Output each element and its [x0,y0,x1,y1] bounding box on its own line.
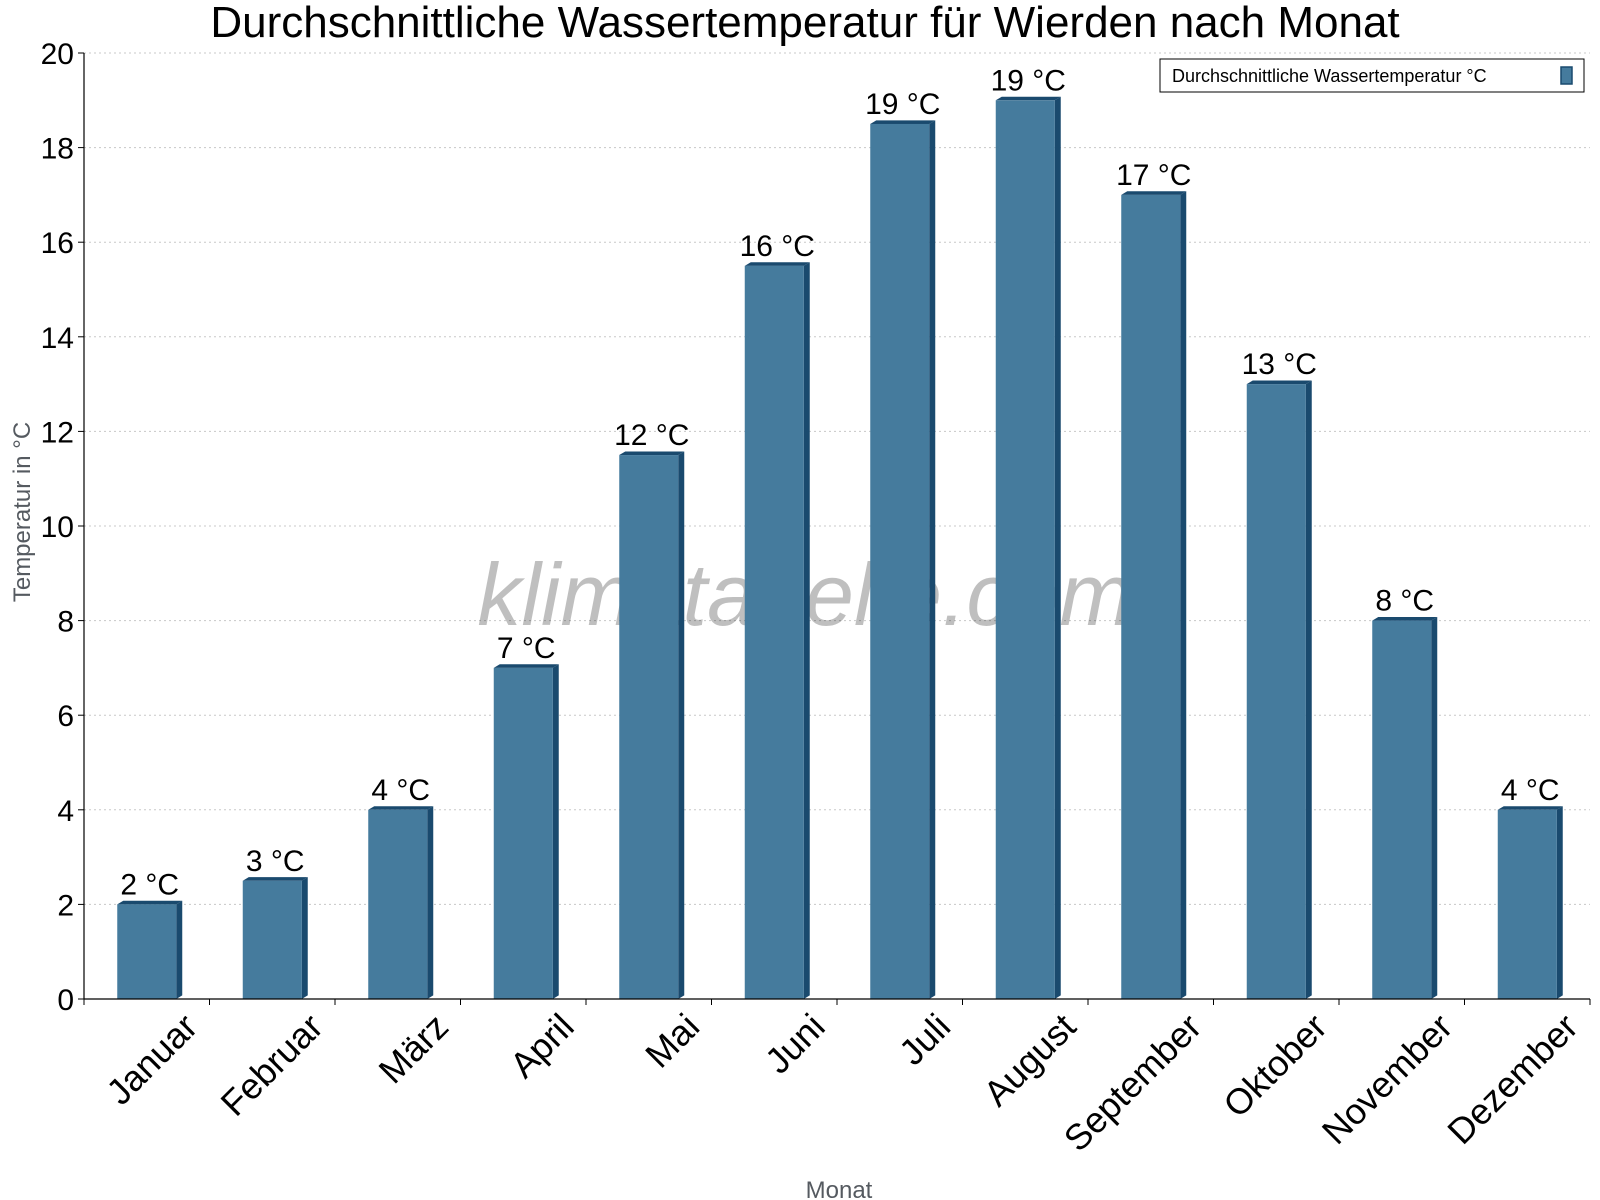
bar-top [1497,806,1563,810]
bar-side [301,877,308,999]
bar-side [1054,96,1061,999]
bar-front [619,455,679,999]
x-tick-label: April [502,1006,582,1086]
bar-januar [117,900,183,999]
y-tick-label: 18 [41,133,74,166]
bar-top [1246,380,1312,385]
data-labels: 2 °C 3 °C 4 °C 7 °C 12 °C 16 °C 19 °C 19 °C 17 °… [120,64,1559,901]
bar-side [552,664,559,999]
x-tick-label: August [975,1006,1083,1114]
bar-side [1431,617,1438,999]
data-label: 2 °C [120,868,179,901]
bar-mai [619,451,685,999]
x-tick-label: Dezember [1439,1006,1585,1152]
y-tick-label: 14 [41,322,74,355]
bar-front [1497,809,1557,999]
y-tick-label: 0 [57,984,74,1017]
data-label: 12 °C [614,419,689,452]
bar-side [1180,191,1187,1000]
bar-februar [242,877,308,999]
bar-front [995,100,1055,1000]
bar-top [744,262,810,266]
bar-front [242,880,302,999]
data-label: 8 °C [1375,585,1434,618]
bar-juli [870,120,936,1000]
y-tick-label: 20 [41,38,74,71]
bar-top [242,877,308,881]
bar-top [117,900,183,905]
bar-oktober [1246,380,1312,1000]
bar-top [619,451,685,456]
chart-title: Durchschnittliche Wassertemperatur für W… [210,0,1399,47]
x-tick-label: November [1314,1006,1460,1152]
data-label: 19 °C [865,88,940,121]
bar-side [427,806,434,999]
bar-front [1121,194,1181,999]
y-tick-label: 6 [57,700,74,733]
bar-front [368,809,428,999]
y-tick-label: 16 [41,227,74,260]
bar-september [1121,191,1187,1000]
x-tick-label: März [371,1006,457,1092]
bar-side [1305,380,1312,999]
bar-front [870,123,930,999]
x-tick-label: Juni [757,1006,833,1082]
bar-april [493,664,559,999]
y-axis-title: Temperatur in °C [9,422,36,602]
bar-juni [744,262,810,1000]
bar-side [678,451,685,999]
x-tick-label: Mai [637,1006,707,1076]
bar-front [1246,384,1306,1000]
bar-series [117,96,1563,1000]
bar-front [493,667,553,999]
bar-top [1121,191,1187,195]
x-tick-label: Juli [891,1006,958,1073]
x-tick-label: Februar [213,1006,331,1124]
data-label: 4 °C [371,774,430,807]
bar-märz [368,806,434,999]
bar-august [995,96,1061,1000]
grid-lines [84,52,1590,905]
y-tick-label: 4 [57,795,74,828]
bar-top [368,806,434,810]
bar-front [117,904,177,999]
data-label: 3 °C [246,845,305,878]
y-tick-label: 8 [57,606,74,639]
data-label: 4 °C [1501,774,1560,807]
legend-label: Durchschnittliche Wassertemperatur °C [1172,66,1487,86]
bar-november [1372,617,1438,999]
bar-front [1372,620,1432,999]
data-label: 17 °C [1116,159,1191,192]
bar-top [870,120,936,124]
bar-top [1372,617,1438,621]
bar-dezember [1497,806,1563,999]
data-label: 7 °C [497,632,556,665]
x-tick-label: Januar [98,1006,205,1113]
x-tick-label: September [1056,1006,1210,1160]
data-label: 19 °C [991,64,1066,97]
x-tick-label: Oktober [1215,1006,1335,1126]
legend: Durchschnittliche Wassertemperatur °C [1159,58,1585,93]
y-tick-label: 2 [57,889,74,922]
y-tick-label: 12 [41,416,74,449]
bar-front [744,265,804,1000]
bar-side [803,262,810,999]
bar-side [176,900,183,999]
bar-side [1556,806,1563,999]
bar-top [995,96,1061,101]
legend-swatch [1560,66,1573,85]
x-axis-title: Monat [806,1177,873,1200]
legend-box [1159,58,1585,93]
data-label: 16 °C [740,230,815,263]
bar-top [493,664,559,668]
data-label: 13 °C [1242,348,1317,381]
bar-side [929,120,936,1000]
y-tick-label: 10 [41,511,74,544]
